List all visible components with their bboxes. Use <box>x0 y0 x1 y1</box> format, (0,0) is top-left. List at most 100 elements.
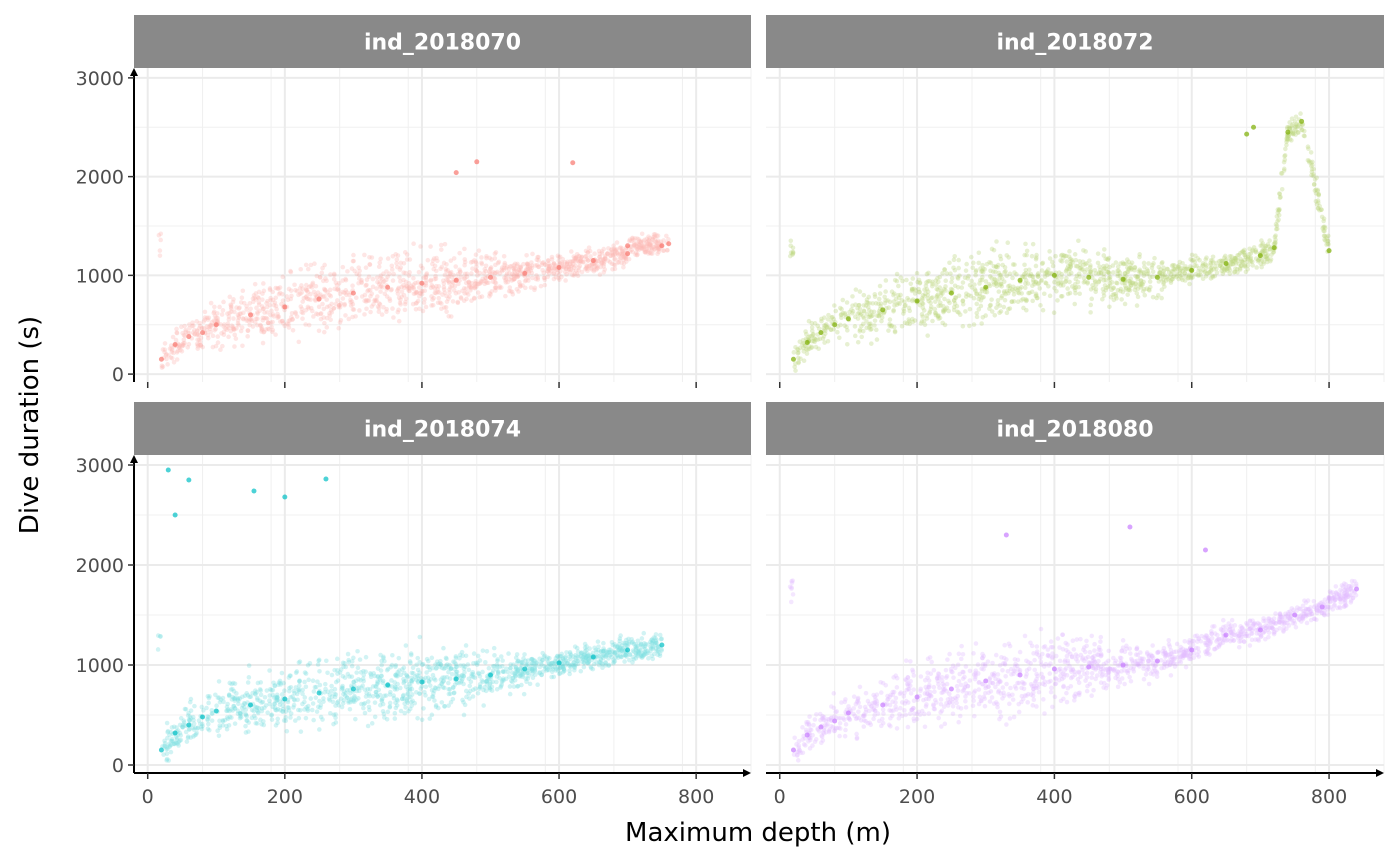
scatter-point <box>465 662 471 667</box>
scatter-point <box>508 289 513 294</box>
scatter-point <box>384 306 389 312</box>
scatter-point <box>379 312 385 317</box>
scatter-point <box>379 276 385 282</box>
scatter-point <box>563 266 569 272</box>
scatter-point <box>298 304 304 309</box>
scatter-point <box>335 678 341 683</box>
scatter-point <box>461 666 467 672</box>
scatter-point <box>270 289 276 295</box>
scatter-point <box>501 267 507 273</box>
scatter-point <box>404 252 410 257</box>
scatter-point <box>960 323 966 329</box>
scatter-point <box>198 343 204 349</box>
scatter-point <box>484 649 490 654</box>
scatter-point <box>807 714 812 719</box>
scatter-point <box>484 255 489 261</box>
scatter-point <box>453 662 459 667</box>
scatter-point <box>169 738 174 744</box>
scatter-point <box>353 314 358 319</box>
scatter-point <box>327 313 332 318</box>
scatter-point <box>164 356 169 362</box>
scatter-point <box>279 301 284 307</box>
data-point <box>522 666 528 672</box>
scatter-point <box>549 254 555 260</box>
scatter-point <box>180 724 185 730</box>
scatter-point <box>979 269 984 274</box>
data-point <box>1299 118 1305 124</box>
scatter-point <box>206 700 211 706</box>
scatter-point <box>185 344 191 350</box>
scatter-point <box>190 714 196 720</box>
data-point <box>165 467 171 473</box>
scatter-point <box>832 303 837 308</box>
scatter-point <box>1019 291 1025 296</box>
scatter-point <box>275 720 280 726</box>
scatter-point <box>427 716 433 721</box>
scatter-point <box>649 246 655 252</box>
scatter-point <box>1150 274 1155 280</box>
scatter-point <box>903 658 909 663</box>
scatter-point <box>200 325 205 331</box>
scatter-point <box>311 717 316 723</box>
scatter-point <box>622 659 627 664</box>
scatter-point <box>1083 249 1088 254</box>
scatter-point <box>595 258 600 264</box>
scatter-point <box>623 256 629 262</box>
scatter-point <box>277 290 283 296</box>
scatter-point <box>1076 238 1081 244</box>
scatter-point <box>388 287 394 293</box>
y-axis-title: Dive duration (s) <box>15 316 45 534</box>
scatter-point <box>466 283 472 288</box>
scatter-point <box>425 664 430 670</box>
scatter-point <box>585 268 590 273</box>
scatter-point <box>428 285 434 291</box>
scatter-point <box>1120 289 1126 295</box>
scatter-point <box>1248 251 1254 256</box>
scatter-point <box>973 288 978 294</box>
scatter-point <box>451 272 456 278</box>
scatter-point <box>617 251 622 257</box>
scatter-point <box>617 257 622 262</box>
scatter-point <box>562 260 568 265</box>
scatter-point <box>950 711 956 717</box>
scatter-point <box>447 294 452 299</box>
scatter-point <box>611 660 616 666</box>
scatter-point <box>251 293 257 298</box>
scatter-point <box>1072 252 1078 257</box>
scatter-point <box>411 285 416 290</box>
scatter-point <box>379 658 384 664</box>
scatter-point <box>467 683 473 689</box>
scatter-point <box>350 258 356 264</box>
scatter-point <box>960 298 966 303</box>
scatter-point <box>647 243 653 248</box>
scatter-point <box>258 717 263 723</box>
scatter-point <box>261 281 266 286</box>
scatter-point <box>423 275 429 280</box>
scatter-point <box>1313 187 1319 193</box>
scatter-point <box>894 278 900 284</box>
scatter-point <box>601 258 607 263</box>
scatter-point <box>238 300 244 305</box>
scatter-point <box>1098 634 1104 640</box>
scatter-point <box>495 657 500 662</box>
scatter-point <box>494 662 500 668</box>
scatter-point <box>453 290 459 296</box>
scatter-point <box>275 286 280 291</box>
scatter-point <box>477 658 483 663</box>
scatter-point <box>1146 261 1151 266</box>
scatter-point <box>299 309 305 315</box>
scatter-point <box>887 323 893 329</box>
scatter-point <box>518 666 523 672</box>
scatter-point <box>499 267 504 273</box>
scatter-point <box>588 254 593 259</box>
scatter-point <box>362 710 368 716</box>
scatter-point <box>886 328 891 333</box>
scatter-point <box>320 717 325 722</box>
scatter-point <box>971 651 976 656</box>
scatter-point <box>324 297 330 302</box>
scatter-point <box>331 276 337 282</box>
scatter-point <box>493 250 499 255</box>
scatter-point <box>228 304 234 310</box>
scatter-point <box>531 657 536 663</box>
scatter-point <box>560 256 566 262</box>
